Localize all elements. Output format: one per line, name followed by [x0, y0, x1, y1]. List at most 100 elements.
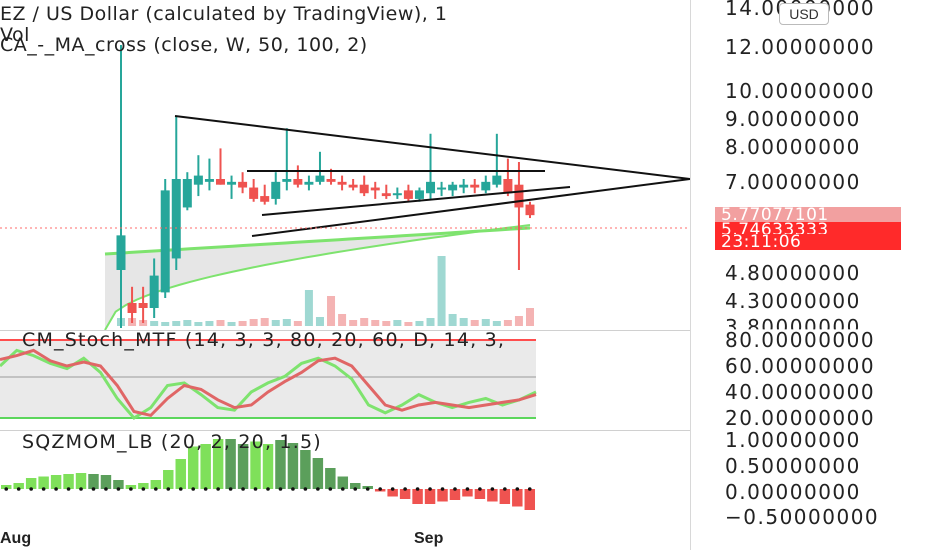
- candle-body: [459, 184, 469, 188]
- price-label: 10.00000000: [725, 79, 876, 103]
- momentum-bar: [325, 468, 336, 489]
- candle-body: [249, 187, 259, 199]
- momentum-bar: [63, 474, 74, 489]
- volume-bar: [360, 318, 369, 326]
- volume-bar: [327, 296, 336, 326]
- stoch-indicator-title[interactable]: CM_Stoch_MTF (14, 3, 3, 80, 20, 60, D, 1…: [22, 329, 506, 351]
- chart-area[interactable]: EZ / US Dollar (calculated by TradingVie…: [0, 0, 691, 532]
- momentum-bar: [499, 489, 511, 504]
- candle-body: [215, 179, 225, 185]
- price-label: 12.00000000: [725, 35, 876, 59]
- volume-label[interactable]: Vol: [0, 24, 30, 46]
- currency-button[interactable]: USD: [779, 3, 829, 25]
- squeeze-dot: [54, 487, 58, 491]
- squeeze-dot: [527, 487, 532, 491]
- candle-body: [326, 179, 336, 182]
- momentum-bar: [424, 489, 436, 504]
- pane-divider[interactable]: [0, 330, 690, 331]
- stoch-axis-label: 20.00000000: [725, 406, 876, 430]
- squeeze-dot: [191, 487, 196, 491]
- momentum-bar: [287, 443, 299, 489]
- squeeze-dot: [29, 487, 33, 491]
- momentum-bar: [412, 489, 423, 504]
- sqz-indicator-title[interactable]: SQZMOM_LB (20, 2, 20, 1.5): [22, 431, 322, 453]
- squeeze-dot: [440, 487, 445, 491]
- volume-bar: [437, 256, 446, 326]
- momentum-bar: [512, 489, 523, 507]
- squeeze-dot: [503, 487, 507, 491]
- candle-body: [204, 179, 214, 182]
- chart-canvas[interactable]: [0, 0, 691, 532]
- squeeze-dot: [66, 487, 71, 491]
- squeeze-dot: [178, 487, 183, 491]
- price-label: 4.30000000: [725, 289, 861, 313]
- momentum-bar: [237, 444, 249, 489]
- volume-bar: [404, 322, 413, 326]
- squeeze-dot: [291, 487, 295, 491]
- candle-body: [403, 190, 413, 199]
- volume-bar: [526, 308, 534, 326]
- candle-body: [370, 187, 380, 191]
- volume-bar: [415, 321, 424, 326]
- ma-indicator-title[interactable]: CA_-_MA_cross (close, W, 50, 100, 2): [0, 34, 368, 56]
- squeeze-dot: [266, 487, 270, 491]
- squeeze-dot: [378, 487, 382, 491]
- candle-body: [293, 179, 303, 185]
- volume-bar: [227, 322, 236, 326]
- momentum-bar: [337, 476, 349, 489]
- symbol-title[interactable]: EZ / US Dollar (calculated by TradingVie…: [0, 3, 448, 25]
- momentum-bar: [250, 441, 261, 489]
- squeeze-dot: [365, 487, 370, 491]
- momentum-bar: [212, 439, 224, 489]
- sqz-axis-label: 0.50000000: [725, 454, 861, 478]
- momentum-bar: [487, 489, 498, 502]
- sqz-axis-label: −0.50000000: [725, 505, 880, 529]
- squeeze-dot: [116, 487, 121, 491]
- volume-bar: [205, 321, 214, 326]
- squeeze-dot: [4, 487, 9, 491]
- candle-body: [315, 175, 325, 182]
- squeeze-dot: [403, 487, 407, 491]
- candle-body: [171, 179, 181, 259]
- candle-body: [337, 181, 347, 185]
- volume-bar: [194, 322, 203, 326]
- momentum-bar: [462, 489, 473, 497]
- squeeze-dot: [241, 487, 245, 491]
- momentum-bar: [312, 458, 324, 489]
- squeeze-dot: [104, 487, 108, 491]
- squeeze-dot: [16, 487, 21, 491]
- volume-bar: [503, 320, 512, 326]
- candle-body: [448, 184, 458, 191]
- trendline: [174, 115, 691, 180]
- squeeze-dot: [203, 487, 208, 491]
- candle-body: [182, 179, 192, 208]
- volume-bar: [249, 319, 258, 326]
- candle-body: [138, 303, 148, 308]
- momentum-bar: [38, 476, 49, 489]
- volume-bar: [371, 320, 380, 326]
- squeeze-dot: [41, 487, 46, 491]
- candle-body: [238, 181, 248, 188]
- squeeze-dot: [390, 487, 395, 491]
- squeeze-dot: [490, 487, 495, 491]
- momentum-bar: [200, 444, 211, 489]
- candle-body: [304, 181, 314, 185]
- volume-bar: [514, 316, 523, 326]
- momentum-bar: [100, 475, 112, 489]
- sqz-axis-label: 1.00000000: [725, 428, 861, 452]
- squeeze-dot: [91, 487, 96, 491]
- volume-bar: [150, 321, 159, 326]
- momentum-bar: [50, 475, 62, 489]
- time-label-sep: Sep: [414, 530, 444, 547]
- momentum-bar: [262, 444, 274, 489]
- price-axis[interactable]: 14.00000000 USD 12.00000000 10.00000000 …: [690, 0, 932, 550]
- trendline: [251, 178, 691, 237]
- squeeze-dot: [353, 487, 358, 491]
- squeeze-dot: [79, 487, 83, 491]
- stoch-axis-label: 40.00000000: [725, 380, 876, 404]
- volume-bar: [349, 320, 358, 326]
- volume-bar: [183, 320, 192, 326]
- candle-body: [525, 204, 535, 216]
- pane-divider[interactable]: [0, 430, 690, 431]
- squeeze-dot: [303, 487, 308, 491]
